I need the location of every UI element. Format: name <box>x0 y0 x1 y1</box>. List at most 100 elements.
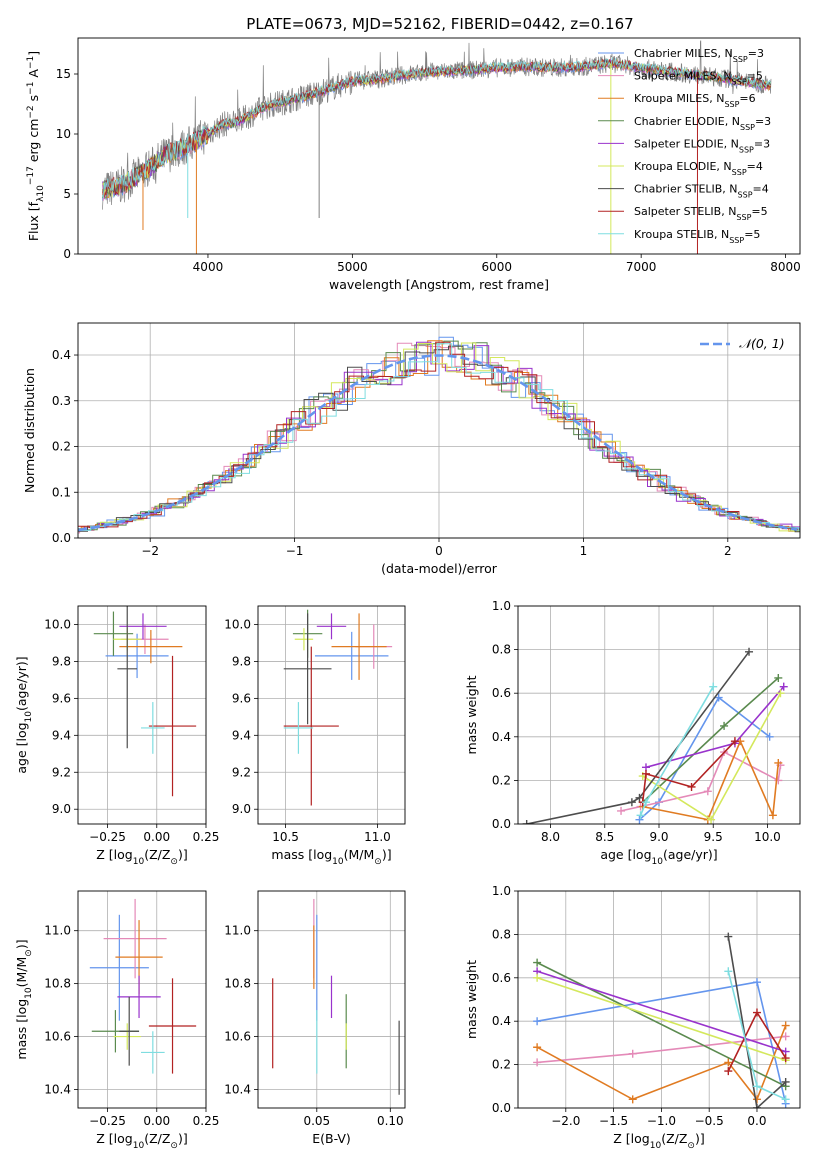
x-tick-label: 4000 <box>193 260 224 274</box>
weight-marker-chabrier_elodie <box>720 721 729 730</box>
label-part: −2 <box>26 105 36 118</box>
y-tick-label: 9.2 <box>232 765 251 779</box>
y-tick-label: 10.6 <box>224 1030 251 1044</box>
weight-marker-chabrier_miles <box>533 1017 542 1026</box>
label-part: age [log <box>600 847 651 862</box>
y-tick-label: 0.8 <box>492 643 511 657</box>
weight-marker-chabrier_elodie <box>533 958 542 967</box>
label-part: erg cm <box>26 119 41 167</box>
legend-text: Salpeter STELIB, N <box>634 205 736 218</box>
x-tick-label: 10.0 <box>754 830 781 844</box>
x-tick-label: 5000 <box>337 260 368 274</box>
y-tick-label: 0.6 <box>492 686 511 700</box>
legend-suffix: =3 <box>748 47 764 60</box>
weight-marker-chabrier_miles <box>714 693 723 702</box>
x-tick-label: −0.25 <box>89 830 126 844</box>
legend-sub: SSP <box>724 100 739 109</box>
y-tick-label: 0.4 <box>492 1014 511 1028</box>
x-tick-label: 8.5 <box>595 830 614 844</box>
label-part: mass [log <box>271 847 332 862</box>
axes-frame <box>257 890 406 1109</box>
label-part: (age/yr)] <box>14 656 29 711</box>
y-tick-label: 15 <box>56 67 71 81</box>
x-tick-label: 0.25 <box>193 1114 220 1128</box>
weight-marker-kroupa_miles <box>533 1043 542 1052</box>
weight-marker-chabrier_stelib <box>522 820 531 824</box>
y-tick-label: 0.1 <box>52 485 71 499</box>
weight-marker-salpeter_miles <box>533 1058 542 1067</box>
y-tick-label: 1.0 <box>492 884 511 898</box>
weight-marker-kroupa_stelib <box>724 967 733 976</box>
y-tick-label: 10.4 <box>44 1082 71 1096</box>
y-tick-label: 0.3 <box>52 394 71 408</box>
weight-marker-kroupa_stelib <box>641 798 650 807</box>
y-axis-label: mass weight <box>464 960 479 1039</box>
x-tick-label: −1 <box>286 544 304 558</box>
weight-marker-chabrier_miles <box>765 732 774 741</box>
x-tick-label: 6000 <box>481 260 512 274</box>
axes-frame <box>77 322 801 539</box>
weight-marker-salpeter_miles <box>628 1049 637 1058</box>
legend-sub: SSP <box>736 213 751 222</box>
y-tick-label: 10.0 <box>44 617 71 631</box>
legend-label-chabrier_stelib: Chabrier STELIB, NSSP=4 <box>634 183 769 200</box>
weight-marker-kroupa_miles <box>781 1021 790 1030</box>
legend-suffix: =3 <box>754 137 770 150</box>
weight-vs-metallicity-panel: −2.0 −1.5 −1.0 −0.5 0.0 0.0 0.2 0.4 0.6 0.8 1.0 Z [… <box>464 884 801 1151</box>
weight-line-chabrier_stelib <box>727 936 787 1108</box>
label-part: (Z/Z <box>144 847 170 862</box>
weight-lines <box>533 932 790 1108</box>
y-tick-label: 9.4 <box>232 728 251 742</box>
weight-marker-kroupa_stelib <box>752 1082 761 1091</box>
y-axis-label: Normed distribution <box>22 368 37 493</box>
mass-vs-extinction-panel: 0.05 0.10 10.4 10.6 10.8 11.0 E(B-V) <box>224 890 406 1146</box>
legend-sub: SSP <box>733 55 748 64</box>
weight-line-kroupa_elodie <box>536 977 786 1062</box>
y-tick-label: 10.8 <box>224 977 251 991</box>
weight-marker-salpeter_stelib <box>752 1008 761 1017</box>
y-tick-label: 0.0 <box>492 817 511 831</box>
x-axis-label: (data-model)/error <box>381 561 498 576</box>
label-part: 10 <box>36 185 46 197</box>
legend-sub: SSP <box>732 77 747 86</box>
label-part: )] <box>178 1131 188 1146</box>
y-tick-label: 0.8 <box>492 927 511 941</box>
x-axis-label: Z [log10(Z/Z⊙)] <box>96 847 187 867</box>
legend-suffix: =4 <box>753 183 769 196</box>
label-part: s <box>26 95 41 106</box>
histogram-salpeter_stelib <box>78 341 800 530</box>
weight-marker-kroupa_miles <box>774 758 783 767</box>
y-tick-label: 9.8 <box>232 654 251 668</box>
legend-sub: SSP <box>729 235 744 244</box>
label-part: 10 <box>24 711 34 723</box>
label-part: λ <box>36 196 46 202</box>
legend-label-salpeter_elodie: Salpeter ELODIE, NSSP=3 <box>634 137 770 154</box>
model-spectra <box>102 40 772 254</box>
age-vs-mass-panel: 10.5 11.0 9.0 9.2 9.4 9.6 9.8 10.0 mass [log10(M… <box>224 605 406 867</box>
x-tick-label: 0.00 <box>143 1114 170 1128</box>
weight-marker-salpeter_miles <box>781 1032 790 1041</box>
legend-text: Kroupa STELIB, N <box>634 228 729 241</box>
x-tick-label: 9.5 <box>704 830 723 844</box>
weight-marker-salpeter_miles <box>617 806 626 815</box>
legend-text: Kroupa MILES, N <box>634 92 724 105</box>
label-part: ⊙ <box>374 857 382 867</box>
errorbars <box>93 606 197 797</box>
weight-marker-kroupa_stelib <box>709 682 718 691</box>
y-tick-label: 0.2 <box>492 773 511 787</box>
model-line-kroupa_stelib <box>102 57 771 199</box>
weight-marker-chabrier_stelib <box>752 1104 761 1108</box>
label-part: ⊙ <box>687 1141 695 1151</box>
axes-frame <box>77 37 801 255</box>
weight-marker-salpeter_miles <box>774 776 783 785</box>
legend-sub: SSP <box>738 190 753 199</box>
histograms <box>78 336 800 534</box>
weight-marker-kroupa_stelib <box>636 811 645 820</box>
y-axis-label: Flux [fλ10−17 erg cm−2 s−1 A−1] <box>26 51 46 241</box>
x-tick-label: −0.25 <box>89 1114 126 1128</box>
weight-marker-chabrier_stelib <box>724 932 733 941</box>
x-tick-label: −0.5 <box>695 1114 724 1128</box>
x-tick-label: 11.0 <box>364 830 391 844</box>
weight-vs-age-panel: 8.0 8.5 9.0 9.5 10.0 0.0 0.2 0.4 0.6 0.8 1.0 age [l… <box>464 599 801 867</box>
